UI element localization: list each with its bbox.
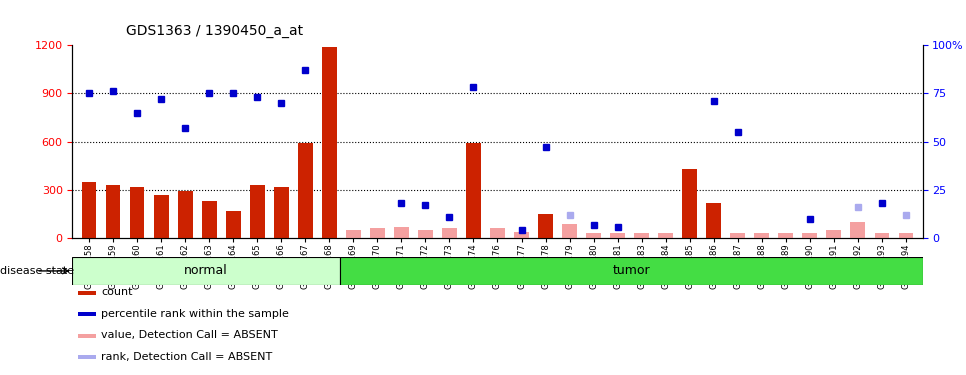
Bar (514, 232, 528, 238)
Bar (250, 185, 265, 238)
Text: normal: normal (185, 264, 228, 278)
Bar (82, 182, 97, 238)
Text: percentile rank within the sample: percentile rank within the sample (101, 309, 289, 319)
Bar (635, 233, 649, 238)
Bar (491, 228, 504, 238)
Bar (340, 257, 923, 285)
Text: rank, Detection Call = ABSENT: rank, Detection Call = ABSENT (101, 352, 272, 362)
Bar (418, 230, 433, 238)
Bar (370, 228, 384, 238)
Bar (226, 211, 241, 238)
Bar (78, 312, 96, 316)
Bar (202, 201, 216, 238)
Bar (323, 46, 336, 238)
Bar (467, 143, 481, 238)
Bar (682, 169, 696, 238)
Bar (274, 187, 289, 238)
Text: count: count (101, 287, 133, 297)
Bar (78, 334, 96, 338)
Bar (130, 187, 145, 238)
Bar (442, 228, 457, 238)
Bar (874, 233, 889, 238)
Bar (586, 233, 601, 238)
Bar (754, 233, 769, 238)
Text: disease state: disease state (0, 266, 77, 276)
Bar (779, 233, 793, 238)
Bar (106, 185, 121, 238)
Bar (562, 224, 577, 238)
Bar (78, 291, 96, 295)
Bar (155, 195, 168, 238)
Bar (827, 230, 840, 238)
Bar (394, 227, 409, 238)
Bar (659, 233, 672, 238)
Bar (298, 143, 313, 238)
Text: value, Detection Call = ABSENT: value, Detection Call = ABSENT (101, 330, 278, 340)
Bar (850, 222, 865, 238)
Bar (706, 203, 721, 238)
Bar (898, 233, 913, 238)
Bar (346, 230, 360, 238)
Text: GDS1363 / 1390450_a_at: GDS1363 / 1390450_a_at (126, 24, 302, 38)
Bar (538, 214, 553, 238)
Bar (803, 233, 817, 238)
Bar (72, 257, 340, 285)
Bar (611, 233, 625, 238)
Text: tumor: tumor (612, 264, 650, 278)
Bar (78, 356, 96, 360)
Bar (730, 233, 745, 238)
Bar (178, 192, 192, 238)
